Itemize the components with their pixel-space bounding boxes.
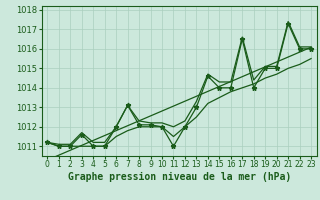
X-axis label: Graphe pression niveau de la mer (hPa): Graphe pression niveau de la mer (hPa) [68, 172, 291, 182]
